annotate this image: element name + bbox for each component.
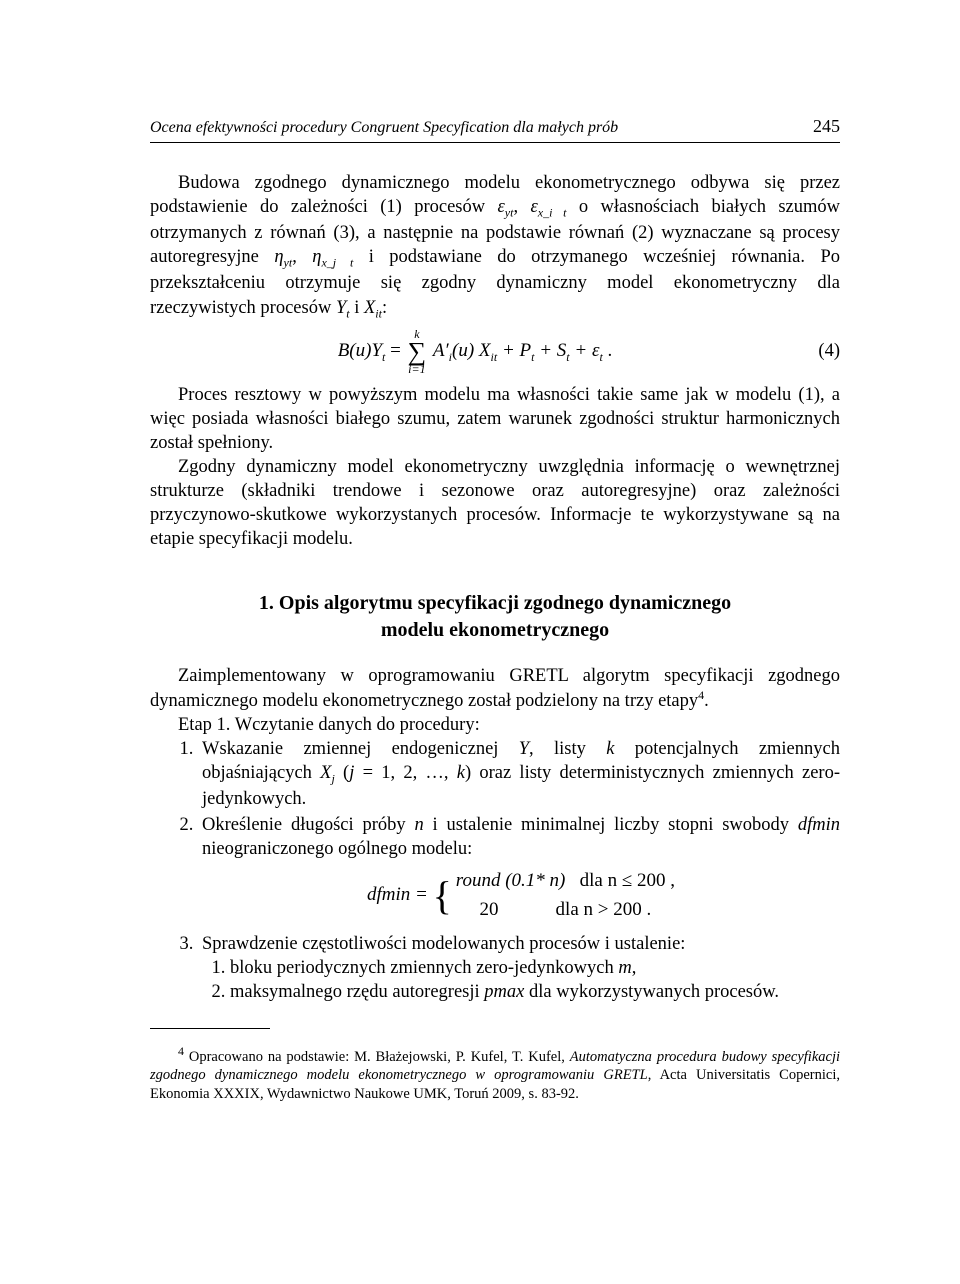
list-item-1: Wskazanie zmiennej endogenicznej Y, list…: [198, 737, 840, 811]
text: dla wykorzystywanych procesów.: [524, 982, 779, 1002]
etap-label: Etap 1. Wczytanie danych do procedury:: [150, 713, 840, 737]
cases: round (0.1* n) dla n ≤ 200 , 20 dla n > …: [456, 867, 675, 924]
text: Określenie długości próby: [202, 815, 414, 835]
subscript: t: [346, 306, 349, 320]
case-expr: round (0.1* n): [456, 870, 566, 891]
summation-icon: k ∑ i=1: [408, 328, 427, 375]
footnote-rule: [150, 1028, 270, 1029]
text: = 1, 2, …,: [354, 763, 456, 783]
eq-term: + ε: [570, 340, 600, 361]
sublist-item-1: bloku periodycznych zmiennych zero-jedyn…: [230, 956, 840, 980]
paragraph-2: Proces resztowy w powyższym modelu ma wł…: [150, 383, 840, 455]
var-n: n: [414, 815, 423, 835]
subscript: yt: [284, 256, 293, 270]
var-k: k: [457, 763, 465, 783]
page-number: 245: [813, 115, 840, 138]
subscript: yt: [505, 206, 514, 220]
text: maksymalnego rzędu autoregresji: [230, 982, 484, 1002]
footnote-4: 4 Opracowano na podstawie: M. Błażejowsk…: [150, 1044, 840, 1103]
paragraph-3: Zgodny dynamiczny model ekonometryczny u…: [150, 455, 840, 551]
subscript: x_i t: [538, 206, 567, 220]
paragraph-1: Budowa zgodnego dynamicznego modelu ekon…: [150, 171, 840, 322]
heading-line-2: modelu ekonometrycznego: [381, 619, 609, 641]
text: .: [704, 691, 709, 711]
running-title: Ocena efektywności procedury Congruent S…: [150, 118, 618, 139]
case-cond: dla n > 200 .: [556, 899, 652, 920]
eq-lhs: B(u)Y: [338, 340, 382, 361]
text: Sprawdzenie częstotliwości modelowanych …: [202, 934, 685, 954]
text: Wskazanie zmiennej endogenicznej: [202, 739, 519, 759]
var-eta-yt: η: [274, 247, 283, 267]
var-pmax: pmax: [484, 982, 524, 1002]
var-eps-xit: ε: [530, 197, 537, 217]
left-brace-icon: {: [433, 878, 452, 914]
text: :: [382, 298, 387, 318]
sublist-item-2: maksymalnego rzędu autoregresji pmax dla…: [230, 980, 840, 1004]
sigma-symbol: ∑: [408, 340, 427, 363]
eq-term: + S: [534, 340, 566, 361]
eq-term: A′: [433, 340, 449, 361]
list-item-3: Sprawdzenie częstotliwości modelowanych …: [198, 932, 840, 1004]
text: (: [335, 763, 349, 783]
equation-body: B(u)Yt = k ∑ i=1 A′i(u) Xit + Pt + St + …: [150, 328, 800, 375]
dfmin-equation: dfmin = { round (0.1* n) dla n ≤ 200 , 2…: [202, 867, 840, 924]
var-Y: Y: [519, 739, 529, 759]
equation-4: B(u)Yt = k ∑ i=1 A′i(u) Xit + Pt + St + …: [150, 328, 840, 375]
var-dfmin: dfmin: [798, 815, 840, 835]
var-m: m: [618, 958, 631, 978]
section-heading: 1. Opis algorytmu specyfikacji zgodnego …: [150, 590, 840, 644]
var-Xit: X: [364, 298, 375, 318]
text: nieograniczonego ogólnego modelu:: [202, 839, 472, 859]
subscript: it: [375, 306, 382, 320]
eq-tail: .: [603, 340, 613, 361]
running-head: Ocena efektywności procedury Congruent S…: [150, 115, 840, 143]
text: i ustalenie minimalnej liczby stopni swo…: [424, 815, 798, 835]
equation-number: (4): [800, 339, 840, 363]
list-item-2: Określenie długości próby n i ustalenie …: [198, 813, 840, 924]
text: , listy: [529, 739, 606, 759]
text: bloku periodycznych zmiennych zero-jedyn…: [230, 958, 618, 978]
text: Opracowano na podstawie: M. Błażejowski,…: [184, 1049, 570, 1065]
var-Xj: X: [320, 763, 331, 783]
paragraph-4: Zaimplementowany w oprogramowaniu GRETL …: [150, 664, 840, 713]
eq-term: (u) X: [452, 340, 491, 361]
case-expr: 20: [480, 899, 499, 920]
subscript: x_j t: [321, 256, 353, 270]
var-eps-yt: ε: [497, 197, 504, 217]
text: Zaimplementowany w oprogramowaniu GRETL …: [150, 666, 840, 711]
eq-term: + P: [497, 340, 531, 361]
heading-line-1: 1. Opis algorytmu specyfikacji zgodnego …: [259, 592, 731, 614]
text: ,: [632, 958, 637, 978]
page: Ocena efektywności procedury Congruent S…: [0, 0, 960, 1284]
var-Yt: Y: [336, 298, 346, 318]
case-cond: dla n ≤ 200 ,: [580, 870, 675, 891]
procedure-list: Wskazanie zmiennej endogenicznej Y, list…: [150, 737, 840, 1005]
eq-lhs: dfmin =: [367, 884, 433, 905]
sublist: bloku periodycznych zmiennych zero-jedyn…: [202, 956, 840, 1004]
subscript: t: [382, 350, 385, 364]
sum-lower: i=1: [408, 363, 427, 375]
